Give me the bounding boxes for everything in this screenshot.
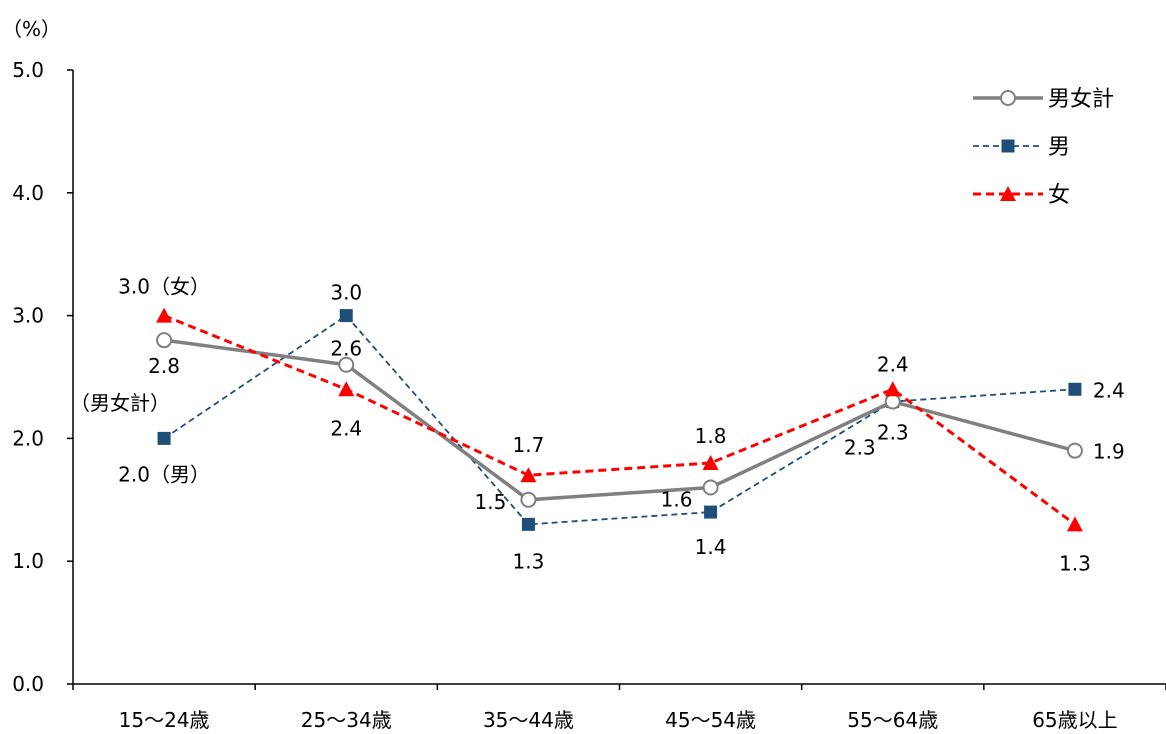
series-0-point [884,393,901,410]
legend-label: 女 [1048,183,1070,208]
series-1-point [157,431,171,445]
data-label-series-2: 1.7 [513,433,545,457]
legend-label: 男 [1048,135,1070,160]
series-1-point [1068,382,1082,396]
data-label-series-0: 2.6 [330,337,362,361]
legend-marker-2 [1000,186,1016,201]
data-label-series-1: 2.3 [877,421,909,445]
annotation-label: （男女計） [70,391,170,415]
data-label-series-0: 1.5 [475,490,507,514]
y-tick-label: 0.0 [12,672,44,696]
data-label-series-1: 2.0（男） [118,462,210,486]
y-tick-label: 5.0 [12,58,44,82]
series-2-point [338,381,355,397]
data-label-series-2: 2.4 [877,352,909,376]
series-line-2 [163,314,1076,526]
series-1-point [704,505,718,519]
series-2-point [520,467,537,483]
legend-marker-0 [1000,90,1016,106]
y-unit-label: （%） [2,17,61,41]
series-1-point [521,517,535,531]
series-0-point [520,491,537,508]
data-label-series-2: 3.0（女） [118,275,210,299]
series-layer [156,307,1083,532]
series-0-point [1066,442,1083,459]
data-label-series-2: 1.8 [695,424,727,448]
legend-label: 男女計 [1048,87,1114,112]
series-line-1 [163,314,1075,526]
x-tick-label: 35～44歳 [483,708,574,732]
data-label-series-0: 2.8 [148,354,180,378]
x-tick-label: 45～54歳 [665,708,756,732]
data-label-series-0: 2.3 [844,436,876,460]
data-label-series-1: 2.4 [1093,378,1125,402]
series-0-point [702,479,719,496]
x-tick-label: 25～34歳 [301,708,392,732]
series-0-point [338,356,355,373]
series-2-point [702,454,719,470]
series-1-point [339,309,353,323]
y-ticks: 0.0 1.0 2.0 3.0 4.0 5.0 [12,58,73,696]
series-2-point [1066,516,1083,532]
x-tick-label: 65歳以上 [1032,708,1117,732]
data-label-series-0: 1.9 [1093,440,1125,464]
series-0-point [156,332,173,349]
x-ticks: 15～24歳 25～34歳 35～44歳 45～54歳 55～64歳 65歳以上 [72,684,1166,732]
x-tick-label: 55～64歳 [847,708,938,732]
legend-marker-1 [1001,139,1015,153]
series-line-0 [163,338,1076,502]
series-2-point [884,381,901,397]
y-tick-label: 4.0 [12,181,44,205]
y-tick-label: 3.0 [12,304,44,328]
y-tick-label: 2.0 [12,426,44,450]
data-label-series-2: 1.3 [1059,551,1091,575]
data-label-series-2: 2.4 [330,416,362,440]
data-labels: 2.8 2.6 1.5 1.6 2.3 1.9 2.0（男） 3.0 1.3 1.4 2.3 2.4 3… [118,275,1125,576]
y-tick-label: 1.0 [12,549,44,573]
data-label-series-0: 1.6 [661,488,693,512]
data-label-series-1: 1.4 [695,535,727,559]
data-label-series-1: 1.3 [513,549,545,573]
data-label-series-1: 3.0 [330,281,362,305]
series-2-point [156,307,173,323]
x-tick-label: 15～24歳 [119,708,210,732]
